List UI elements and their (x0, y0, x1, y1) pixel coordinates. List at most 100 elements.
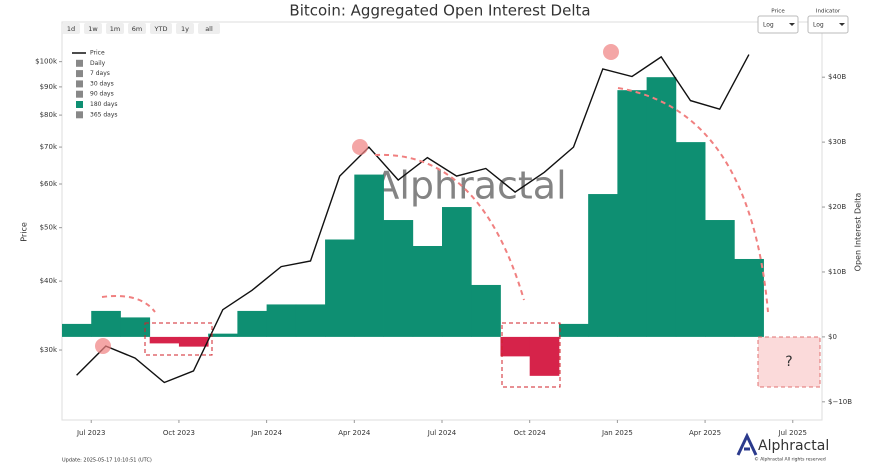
logo-mark (736, 432, 758, 456)
chart-title: Bitcoin: Aggregated Open Interest Delta (289, 2, 590, 20)
oi-delta-bar (120, 317, 151, 337)
dropdown-caret (789, 23, 795, 26)
legend-swatch (76, 111, 83, 119)
x-tick-label: Apr 2024 (338, 429, 371, 437)
highlight-circle (603, 44, 619, 60)
range-button[interactable] (84, 23, 102, 34)
legend-swatch (76, 59, 83, 67)
y-tick-label: $100k (35, 58, 58, 66)
oi-delta-bar (149, 336, 180, 344)
dropdown[interactable] (757, 15, 799, 34)
oi-delta-bar (471, 284, 501, 337)
oi-delta-bar (354, 174, 384, 337)
range-button-label[interactable]: 6m (132, 25, 142, 33)
range-button-label[interactable]: 1d (67, 25, 75, 33)
legend-swatch (76, 90, 83, 98)
oi-delta-bar (383, 220, 414, 337)
range-button[interactable] (128, 23, 146, 34)
oi-delta-bar (237, 310, 268, 337)
range-button[interactable] (150, 23, 172, 34)
logo-text: Alphractal (758, 438, 829, 454)
oi-delta-bar (529, 336, 560, 376)
legend-label: 180 days (90, 101, 118, 108)
legend: Price Daily 7 days 30 days 90 days 180 days 36… (68, 46, 124, 122)
dropdown-caret (839, 23, 845, 26)
x-tick-label: Apr 2025 (689, 429, 721, 437)
range-button[interactable] (106, 23, 124, 34)
control-label: Price (771, 9, 785, 15)
highlight-circle (95, 338, 111, 354)
x-tick-label: Jul 2024 (427, 429, 457, 437)
y2-axis-title: Open Interest Delta (854, 193, 863, 272)
range-button-label[interactable]: 1w (88, 25, 98, 33)
price-line (76, 54, 750, 384)
y2-tick-label: $30B (828, 138, 846, 146)
oi-delta-bar (734, 258, 764, 337)
legend-swatch (76, 80, 83, 88)
legend-label: Daily (90, 60, 106, 67)
control-label: Indicator (816, 9, 841, 15)
legend-label: 365 days (90, 111, 118, 118)
oi-delta-bar (178, 336, 209, 347)
range-button[interactable] (198, 23, 220, 34)
oi-delta-bar (705, 220, 735, 337)
oi-delta-bar (500, 336, 531, 357)
oi-delta-bar (412, 245, 443, 337)
y-tick-label: $60k (40, 180, 58, 188)
highlight-circle (352, 139, 368, 155)
x-tick-label: Jan 2024 (250, 429, 282, 437)
range-button[interactable] (62, 23, 80, 34)
oi-delta-bar (588, 194, 618, 337)
oi-delta-bar (442, 207, 472, 337)
range-button-label[interactable]: all (205, 25, 213, 33)
legend-label: 7 days (90, 70, 110, 77)
y-tick-label: $90k (40, 83, 58, 91)
y2-tick-label: $0 (828, 333, 837, 341)
legend-label: 90 days (90, 91, 114, 98)
range-button-label[interactable]: YTD (154, 25, 168, 33)
oi-delta-bar (675, 142, 706, 337)
logo: Alphractal © Alphractal All rights reser… (736, 432, 829, 463)
oi-delta-bar (91, 310, 121, 337)
y-tick-label: $70k (40, 143, 58, 151)
y2-tick-label: $−10B (828, 398, 852, 406)
y2-tick-label: $20B (828, 203, 846, 211)
x-tick-label: Oct 2024 (514, 429, 547, 437)
annotations: ? (95, 44, 821, 388)
dropdown-value[interactable]: Log (763, 22, 774, 29)
trend-arrow (617, 87, 769, 313)
dashed-box (501, 322, 561, 388)
legend-swatch (76, 101, 83, 108)
range-button-label[interactable]: 1y (181, 25, 189, 33)
y-tick-label: $30k (40, 346, 58, 354)
oi-delta-bar (208, 333, 238, 337)
x-tick-label: Oct 2023 (163, 429, 195, 437)
oi-delta-bar (646, 77, 677, 337)
x-tick-label: Jan 2025 (601, 429, 633, 437)
oi-delta-bar (266, 304, 297, 337)
dropdown-value[interactable]: Log (813, 22, 824, 29)
y-axis-title: Price (20, 222, 29, 242)
oi-delta-bar (62, 323, 92, 337)
x-tick-label: Jul 2025 (778, 429, 808, 437)
y2-tick-label: $10B (828, 268, 846, 276)
dropdown[interactable] (807, 15, 849, 34)
y2-tick-label: $40B (828, 73, 846, 81)
copyright: © Alphractal All rights reserved (754, 456, 826, 463)
legend-label: Price (90, 50, 105, 57)
oi-delta-bar (325, 239, 355, 337)
oi-delta-bar (617, 90, 648, 337)
dashed-box (144, 322, 213, 356)
legend-swatch (76, 70, 83, 78)
range-button-label[interactable]: 1m (110, 25, 120, 33)
x-tick-label: Jul 2023 (76, 429, 106, 437)
annotation: ? (785, 354, 792, 370)
y-tick-label: $80k (40, 111, 58, 119)
oi-delta-bar (295, 304, 326, 337)
y-tick-label: $40k (40, 277, 58, 285)
range-button[interactable] (176, 23, 194, 34)
y-tick-label: $50k (40, 224, 58, 232)
forecast-box (757, 336, 821, 388)
